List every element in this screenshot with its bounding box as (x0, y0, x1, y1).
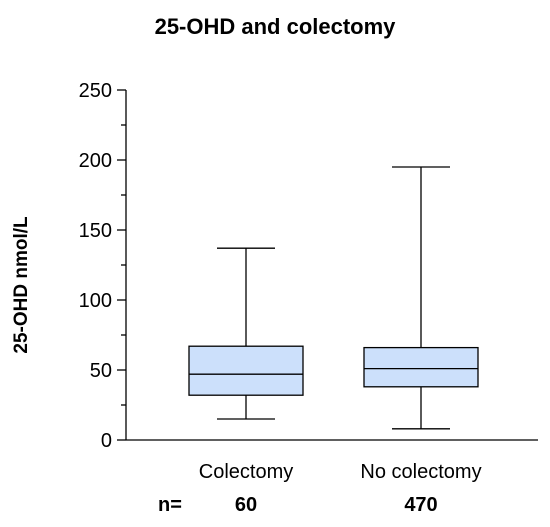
n-value-colectomy: 60 (234, 494, 258, 516)
box-iqr (188, 345, 304, 396)
y-tick-label: 200 (79, 150, 112, 172)
box-iqr (363, 346, 479, 388)
y-tick-label: 50 (90, 360, 112, 382)
y-tick-label: 250 (79, 80, 112, 102)
n-label: n= (158, 494, 182, 516)
n-value-no-colectomy: 470 (404, 494, 438, 516)
y-tick-label: 0 (101, 430, 112, 452)
y-tick-label: 100 (79, 290, 112, 312)
chart-title: 25-OHD and colectomy (154, 14, 396, 39)
x-tick-label: Colectomy (199, 461, 293, 483)
y-tick-label: 150 (79, 220, 112, 242)
x-tick-label: No colectomy (360, 461, 481, 483)
